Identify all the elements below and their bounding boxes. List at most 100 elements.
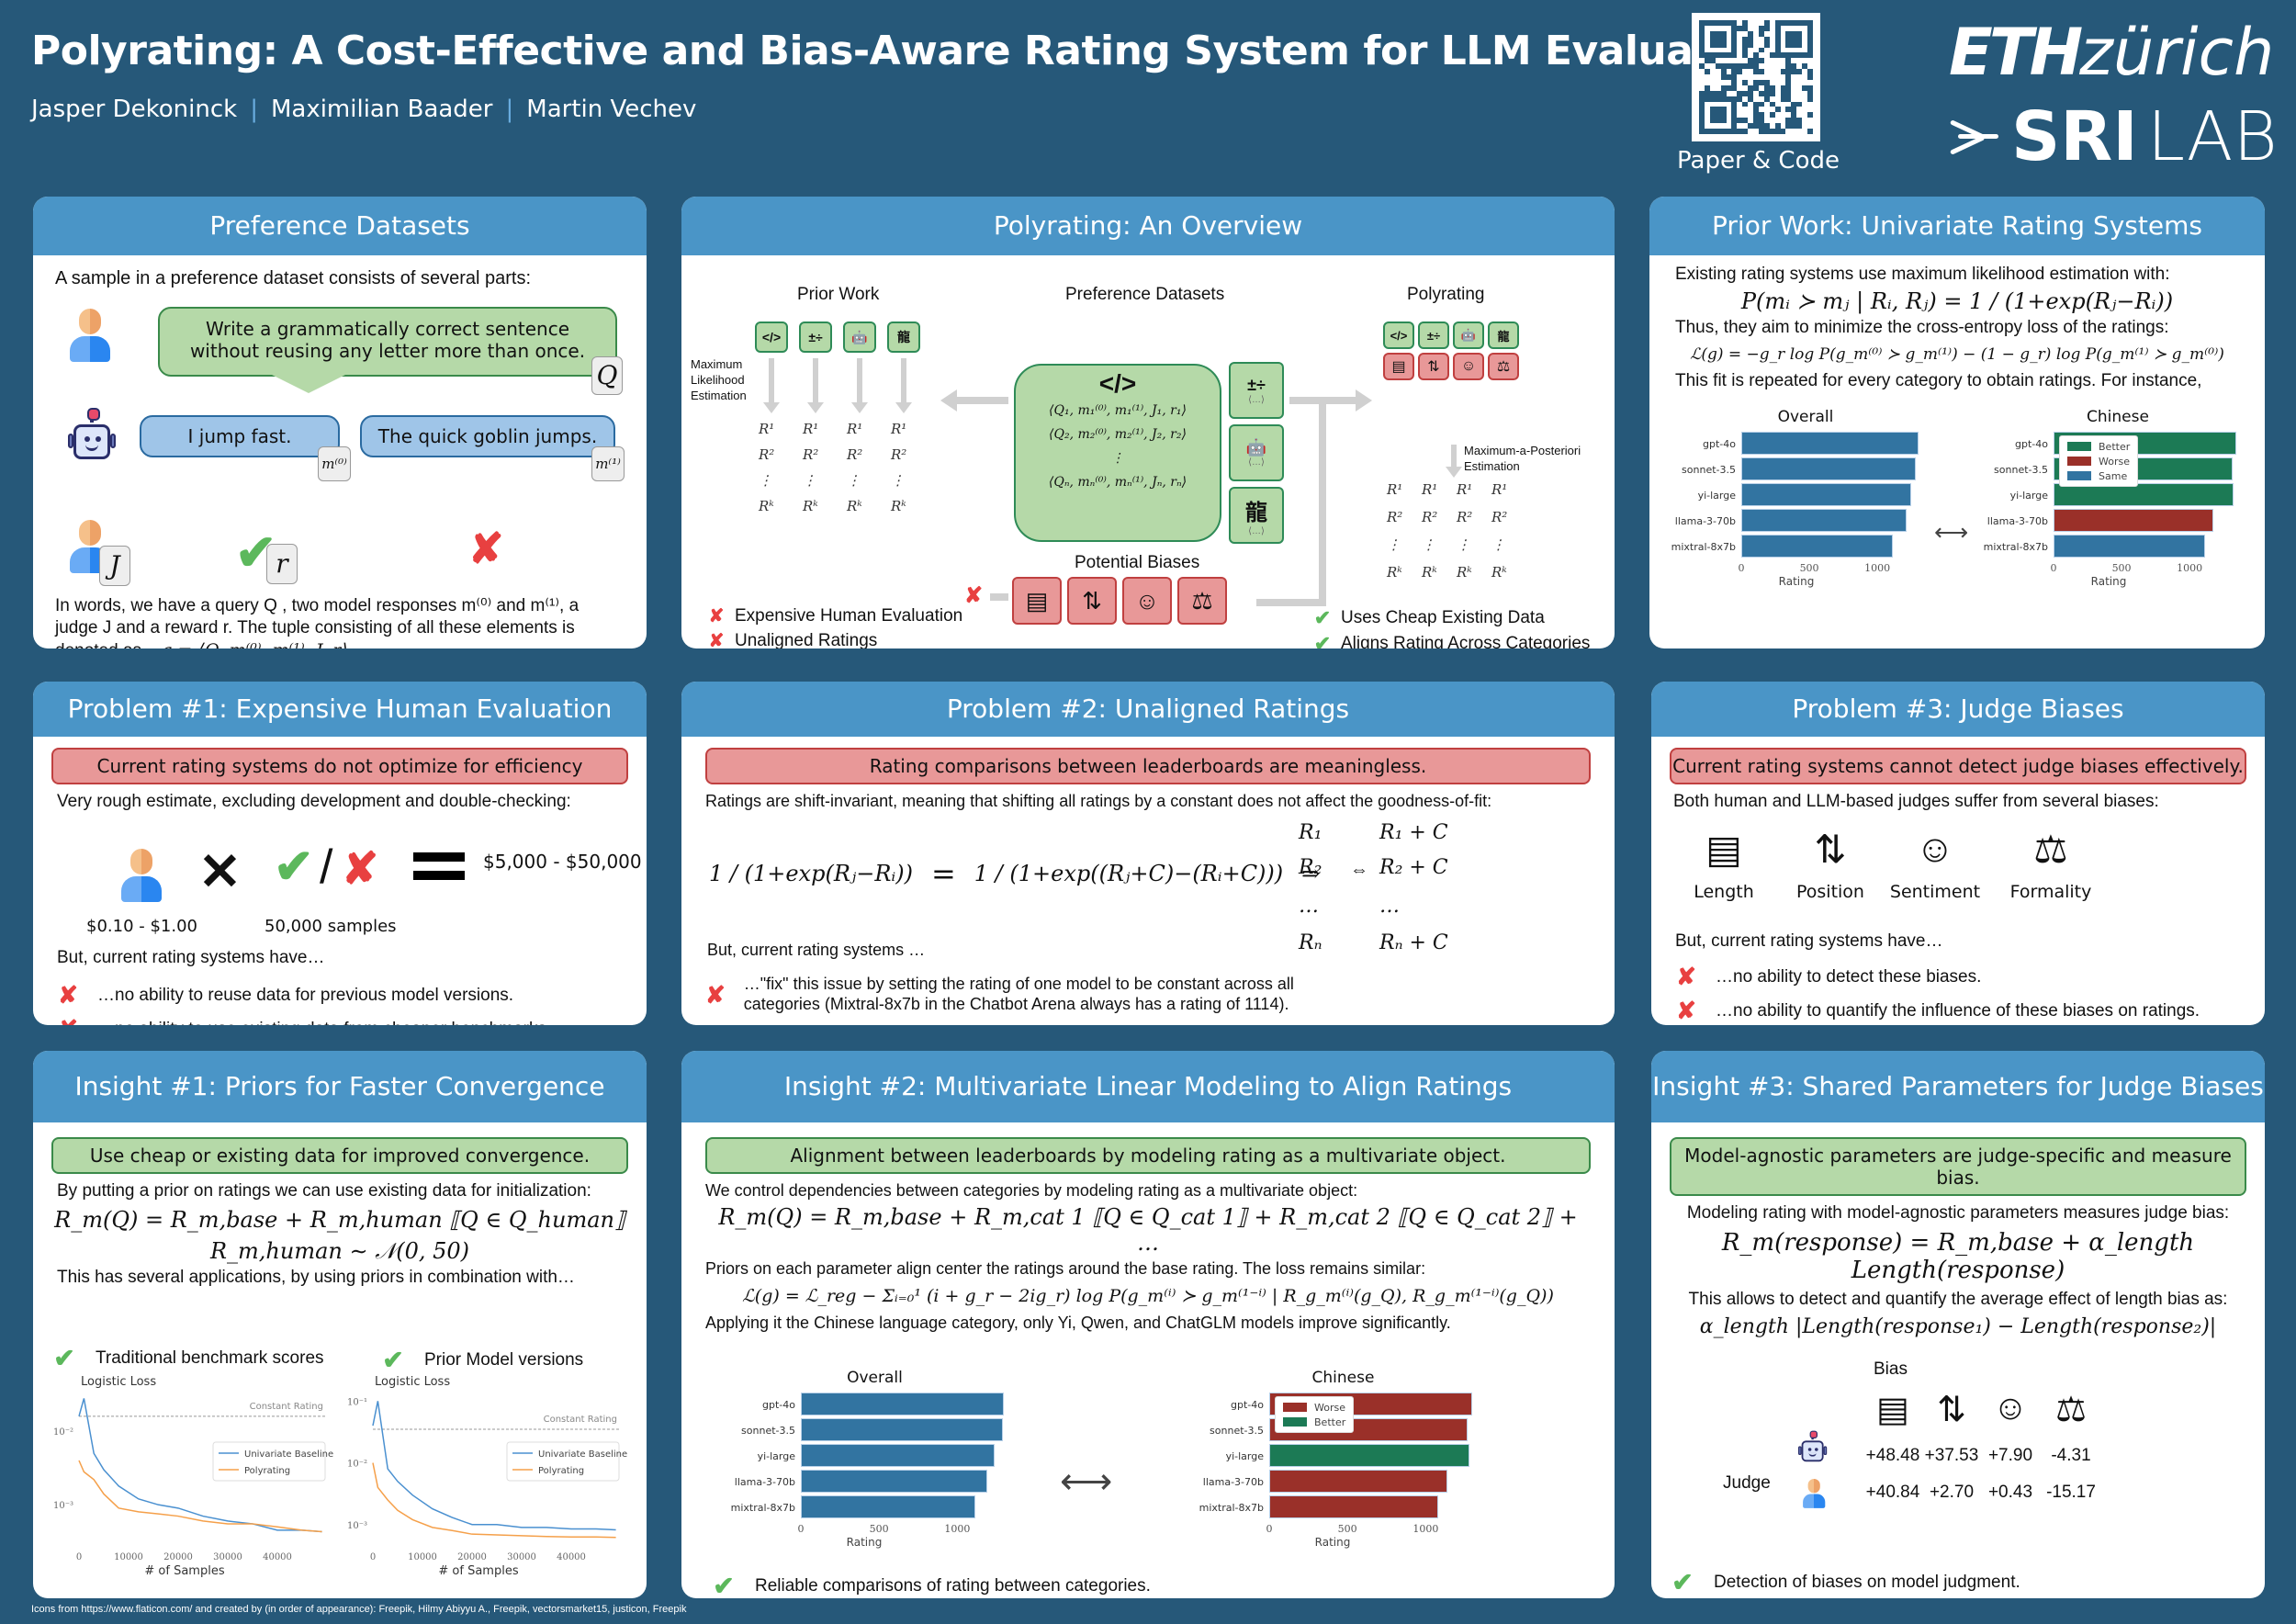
x-tick-label: 40000: [557, 1552, 586, 1562]
card-problem-2: Problem #2: Unaligned Ratings Rating com…: [681, 682, 1615, 1025]
legend-item: Worse: [1283, 1400, 1345, 1415]
bias-header: Bias: [1874, 1359, 1908, 1379]
dataset-box-math: ±÷ ⟨…⟩: [1229, 362, 1284, 419]
map-label: Maximum-a-Posteriori Estimation: [1464, 444, 1581, 473]
intro-text: A sample in a preference dataset consist…: [55, 268, 532, 288]
bias-value: +7.90: [1987, 1446, 2033, 1465]
sri-lab-logo: SRI LAB: [1949, 97, 2278, 176]
bar-yi-large: [2054, 483, 2234, 506]
insight-banner: Use cheap or existing data for improved …: [51, 1137, 628, 1174]
position-bias-icon: ⇅: [1067, 577, 1117, 625]
pro-text: Prior Model versions: [424, 1349, 584, 1370]
arrow-head-icon: [940, 389, 957, 412]
prior-formula: R_m(Q) = R_m,base + R_m,human ⟦Q ∈ Q_hum…: [54, 1207, 625, 1233]
bar-sonnet-3.5: [1741, 457, 1917, 480]
llm-judge-icon: [1798, 1430, 1828, 1465]
description-body: In words, we have a query Q , two model …: [55, 596, 580, 648]
rating-entry: R¹: [891, 421, 907, 437]
arrow-to-prior-work: [957, 397, 1008, 404]
bias-label: Position: [1796, 882, 1864, 902]
x-axis-label: # of Samples: [438, 1564, 518, 1578]
card-title: Preference Datasets: [33, 197, 647, 255]
rating-entry: R¹: [1457, 481, 1473, 498]
card-problem-3: Problem #3: Judge Biases Current rating …: [1651, 682, 2265, 1025]
bar-category-label: llama-3-70b: [1674, 515, 1736, 527]
con-text: …no ability to use existing data from ch…: [97, 1020, 551, 1026]
author: Martin Vechev: [526, 96, 697, 123]
rating-entry: R²: [1422, 509, 1438, 525]
legend-item: Worse: [2067, 454, 2130, 468]
tuple-formula: g = ⟨Q, m⁽⁰⁾, m⁽¹⁾, J, r⟩: [161, 640, 347, 648]
card-title: Polyrating: An Overview: [681, 197, 1615, 255]
x-tick-label: 1000: [1412, 1523, 1439, 1535]
qr-code-icon[interactable]: [1692, 13, 1820, 141]
equals-icon-bottom: [413, 871, 465, 880]
bar-category-label: mixtral-8x7b: [1983, 541, 2048, 553]
bar-mixtral-8x7b: [1741, 535, 1894, 558]
x-tick-label: 1000: [944, 1523, 971, 1535]
arrow-head-icon: [1446, 467, 1462, 478]
rating-entry: ⋮: [759, 472, 772, 489]
cons-list: ✘ …no ability to detect these biases. ✘ …n…: [1675, 957, 2200, 1025]
bar-category-label: sonnet-3.5: [741, 1425, 795, 1437]
con-item: ✘ Expensive Human Evaluation: [705, 604, 963, 627]
dataset-box-code: </> ⟨Q₁, m₁⁽⁰⁾, m₁⁽¹⁾, J₁, r₁⟩ ⟨Q₂, m₂⁽⁰…: [1014, 364, 1221, 542]
check-icon: ✔: [382, 1346, 404, 1374]
rating-entry: R¹: [1491, 481, 1508, 498]
bias-value: +40.84: [1865, 1483, 1920, 1502]
bar-category-label: sonnet-3.5: [1994, 464, 2048, 476]
bias-value: +0.43: [1987, 1483, 2033, 1502]
con-text: …no ability to detect these biases.: [1716, 966, 1982, 987]
chart-legend: Worse Better: [1275, 1396, 1355, 1433]
bar-gpt-4o: [801, 1393, 1005, 1415]
text: Modeling rating with model-agnostic para…: [1686, 1203, 2230, 1223]
dataset-box-chinese: 龍 ⟨…⟩: [1229, 487, 1284, 544]
code-icon: </>: [755, 321, 788, 353]
con-item: ✘ …no ability to detect these biases.: [1675, 963, 2200, 991]
icon-credits: Icons from https://www.flaticon.com/ and…: [31, 1604, 687, 1615]
check-icon: ✔: [1313, 632, 1332, 648]
check-icon: ✔: [1671, 1568, 1694, 1596]
mle-label: Maximum Likelihood Estimation: [691, 357, 747, 402]
sample-count: 50,000 samples: [264, 917, 397, 936]
calculator-icon: ±÷: [1418, 321, 1449, 349]
bias-effect-formula: α_length |Length(response₁) − Length(res…: [1699, 1315, 2217, 1338]
response1-text: The quick goblin jumps.: [377, 425, 598, 447]
x-axis-label: Rating: [1314, 1536, 1351, 1549]
rating-shifted: R₂ + C: [1379, 856, 1448, 879]
implies-symbol: ⇒: [1301, 861, 1321, 886]
reward-tag: r: [266, 544, 298, 584]
response0-text: I jump fast.: [187, 425, 292, 447]
pro-text: Reliable comparisons of rating between c…: [755, 1575, 1151, 1596]
x-tick-label: 30000: [213, 1552, 242, 1562]
loss-formula: ℒ(g) = −g_r log P(g_m⁽⁰⁾ ≻ g_m⁽¹⁾) − (1 …: [1690, 345, 2224, 364]
bias-label: Formality: [2009, 882, 2092, 902]
x-tick-label: 1000: [1864, 562, 1891, 574]
rating-entry: Rᵏ: [759, 498, 774, 514]
x-tick-label: 20000: [457, 1552, 487, 1562]
text: Thus, they aim to minimize the cross-ent…: [1675, 318, 2169, 337]
legend-label: Worse: [2099, 455, 2130, 468]
arrow-head-icon: [1356, 389, 1372, 412]
equals-icon-top: [413, 852, 465, 862]
prior-distribution: R_m,human ∼ 𝒩(0, 50): [209, 1238, 470, 1264]
card-preference-datasets: Preference Datasets A sample in a prefer…: [33, 197, 647, 648]
legend-label: Polyrating: [244, 1466, 290, 1476]
equals-sign: =: [930, 856, 956, 891]
author-list: Jasper Dekoninck | Maximilian Baader | M…: [31, 96, 696, 123]
text: We control dependencies between categori…: [705, 1181, 1358, 1200]
legend-label: Same: [2099, 469, 2128, 482]
code-icon: </>: [1098, 369, 1137, 398]
rating-original: Rₙ: [1299, 931, 1322, 954]
con-item: ✘ Unaligned Ratings: [705, 629, 962, 649]
pro-item: ✔ Prior Model versions: [380, 1345, 583, 1375]
bias-label: Length: [1694, 882, 1754, 902]
legend-swatch: [1283, 1417, 1307, 1427]
double-arrow-icon: ⟷: [1934, 518, 1969, 546]
mle-arrow: [769, 358, 774, 404]
rating-shifted: …: [1379, 895, 1400, 918]
rating-entry: ⋮: [847, 472, 861, 489]
bar-llama-3-70b: [2054, 509, 2214, 532]
calculator-icon: ±÷: [799, 321, 832, 353]
chinese-char-icon: 龍: [887, 321, 920, 353]
